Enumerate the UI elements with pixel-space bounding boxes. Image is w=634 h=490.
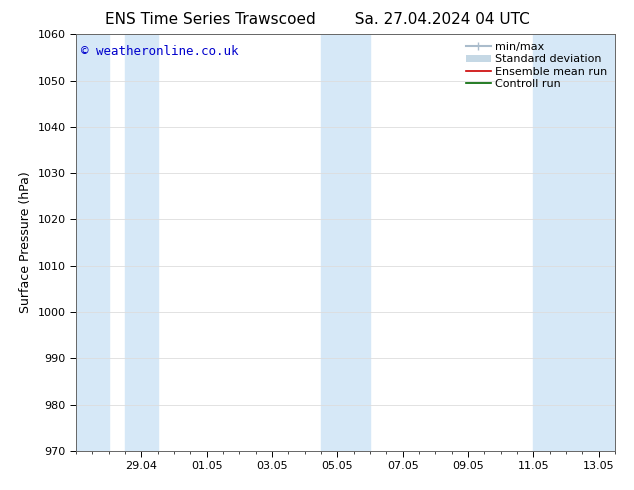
Legend: min/max, Standard deviation, Ensemble mean run, Controll run: min/max, Standard deviation, Ensemble me…: [464, 40, 609, 91]
Bar: [321, 34, 370, 451]
Y-axis label: Surface Pressure (hPa): Surface Pressure (hPa): [19, 172, 32, 314]
Bar: [125, 34, 158, 451]
Bar: [533, 34, 615, 451]
Text: ENS Time Series Trawscoed        Sa. 27.04.2024 04 UTC: ENS Time Series Trawscoed Sa. 27.04.2024…: [105, 12, 529, 27]
Bar: [76, 34, 109, 451]
Text: © weatheronline.co.uk: © weatheronline.co.uk: [81, 45, 239, 58]
